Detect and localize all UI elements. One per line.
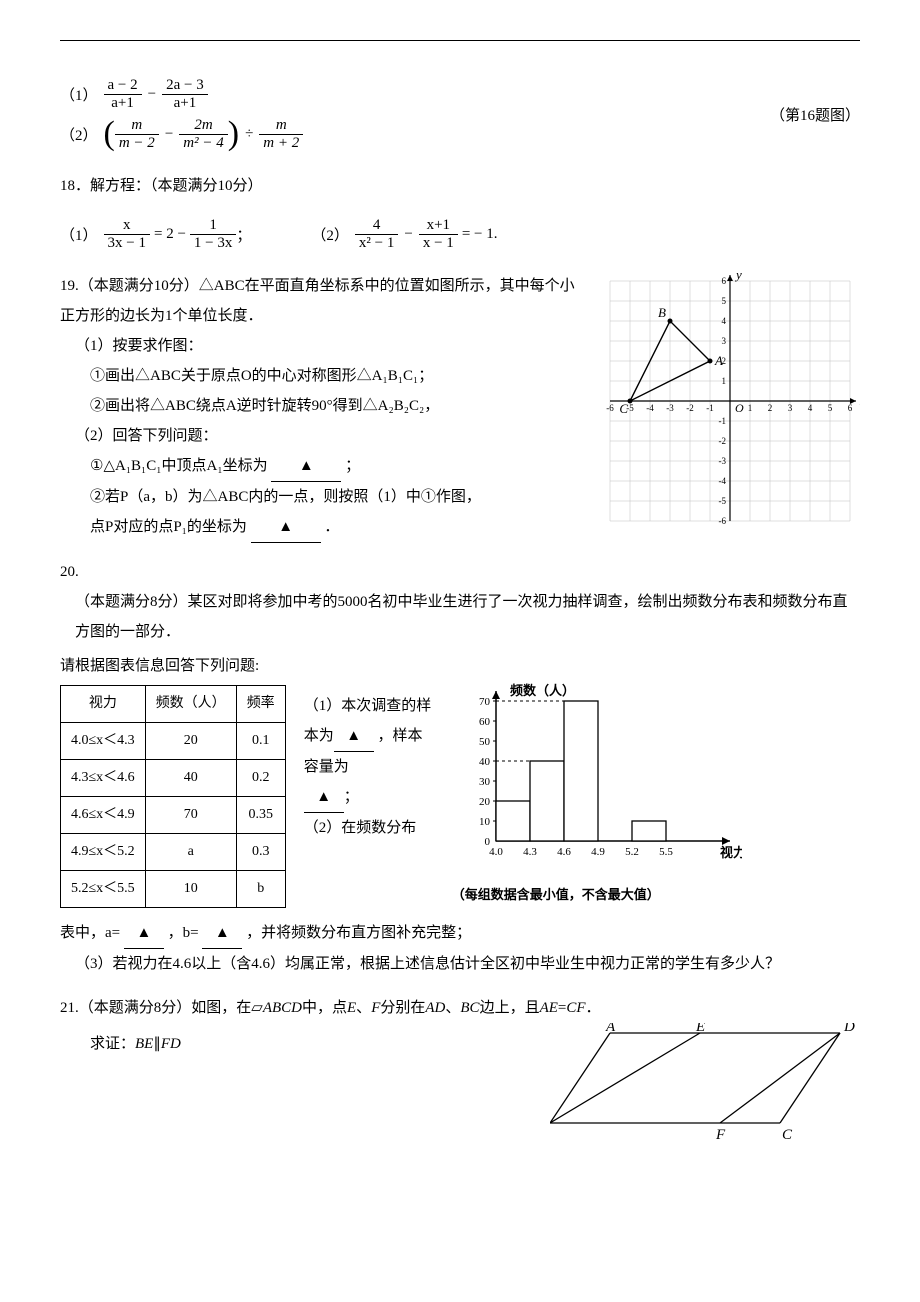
svg-text:3: 3 — [722, 336, 727, 346]
chart-note: （每组数据含最小值，不含最大值） — [452, 882, 742, 908]
svg-text:5.5: 5.5 — [659, 846, 673, 858]
svg-text:5: 5 — [828, 403, 833, 413]
q19: 19.（本题满分10分）△ABC在平面直角坐标系中的位置如图所示，其中每个小正方… — [60, 271, 860, 543]
svg-text:5.2: 5.2 — [625, 846, 639, 858]
svg-text:4.6: 4.6 — [557, 846, 571, 858]
svg-text:-5: -5 — [719, 496, 727, 506]
svg-text:4.0: 4.0 — [489, 846, 503, 858]
svg-text:5: 5 — [722, 296, 727, 306]
q21-prove: 求证：BE∥FD — [90, 1036, 181, 1052]
svg-text:-6: -6 — [719, 516, 727, 526]
svg-text:6: 6 — [722, 276, 727, 286]
svg-text:F: F — [715, 1127, 726, 1143]
q19-grid: -6-5-4-3-2-1123456-6-5-4-3-2-1123456OxyA… — [600, 271, 860, 543]
q17-row: （1） a − 2a+1 − 2a − 3a+1 （2） ( mm − 2 − … — [60, 71, 860, 157]
svg-text:70: 70 — [479, 696, 491, 708]
svg-text:4: 4 — [808, 403, 813, 413]
q17-part1: （1） a − 2a+1 − 2a − 3a+1 — [60, 77, 303, 111]
q20-table: 视力频数（人）频率4.0≤x＜4.3200.14.3≤x＜4.6400.24.6… — [60, 681, 286, 908]
svg-text:50: 50 — [479, 736, 491, 748]
svg-text:A: A — [714, 353, 723, 368]
svg-text:O: O — [735, 401, 744, 415]
q21-title: 21.（本题满分8分）如图，在▱ABCD中，点E、F分别在AD、BC边上，且AE… — [60, 1000, 601, 1016]
q17-p2-label: （2） — [60, 124, 98, 145]
q18-eqs: （1） x3x − 1 = 2 − 11 − 3x ； （2） 4x² − 1 … — [60, 211, 860, 257]
svg-text:-1: -1 — [706, 403, 714, 413]
svg-text:20: 20 — [479, 796, 491, 808]
svg-text:-4: -4 — [646, 403, 654, 413]
svg-text:40: 40 — [479, 756, 491, 768]
q21-diagram: AEDBFC — [550, 1023, 860, 1154]
q19-title: 19.（本题满分10分）△ABC在平面直角坐标系中的位置如图所示，其中每个小正方… — [60, 271, 584, 331]
svg-text:E: E — [695, 1023, 705, 1035]
svg-text:-3: -3 — [719, 456, 727, 466]
svg-text:3: 3 — [788, 403, 793, 413]
svg-text:A: A — [605, 1023, 616, 1035]
svg-text:2: 2 — [768, 403, 773, 413]
svg-text:C: C — [782, 1127, 793, 1143]
svg-text:1: 1 — [748, 403, 753, 413]
q20-chart: 频数（人）视力0102030405060704.04.34.64.95.25.5… — [452, 681, 742, 908]
q20-midtext: （1）本次调查的样本为▲ ，样本容量为 ▲； （2）在频数分布 — [304, 681, 434, 843]
svg-text:B: B — [658, 305, 666, 320]
top-rule — [60, 40, 860, 41]
q21: 21.（本题满分8分）如图，在▱ABCD中，点E、F分别在AD、BC边上，且AE… — [60, 993, 860, 1154]
svg-text:4: 4 — [722, 316, 727, 326]
svg-text:D: D — [843, 1023, 855, 1035]
svg-text:6: 6 — [848, 403, 853, 413]
q17-part2: （2） ( mm − 2 − 2mm² − 4 ) ÷ mm + 2 — [60, 117, 303, 151]
svg-text:4.3: 4.3 — [523, 846, 537, 858]
svg-text:-4: -4 — [719, 476, 727, 486]
svg-text:60: 60 — [479, 716, 491, 728]
svg-text:-6: -6 — [606, 403, 614, 413]
svg-text:-3: -3 — [666, 403, 674, 413]
svg-text:C: C — [619, 401, 628, 416]
svg-text:-2: -2 — [686, 403, 694, 413]
q17-p1-label: （1） — [60, 84, 98, 105]
q20-sub: 请根据图表信息回答下列问题: — [60, 651, 860, 681]
svg-text:x: x — [859, 393, 860, 408]
svg-text:视力: 视力 — [720, 845, 742, 860]
svg-text:-1: -1 — [719, 416, 727, 426]
svg-text:y: y — [734, 271, 742, 282]
svg-text:4.9: 4.9 — [591, 846, 605, 858]
q18-title: 18．解方程：（本题满分10分） — [60, 171, 860, 201]
svg-text:1: 1 — [722, 376, 727, 386]
q20: 20. （本题满分8分）某区对即将参加中考的5000名初中毕业生进行了一次视力抽… — [60, 557, 860, 979]
svg-text:10: 10 — [479, 816, 491, 828]
fig16-ref: （第16题图） — [770, 104, 860, 125]
svg-text:频数（人）: 频数（人） — [510, 683, 575, 698]
svg-text:30: 30 — [479, 776, 491, 788]
q20-num: 20. — [60, 557, 860, 587]
svg-text:-2: -2 — [719, 436, 727, 446]
